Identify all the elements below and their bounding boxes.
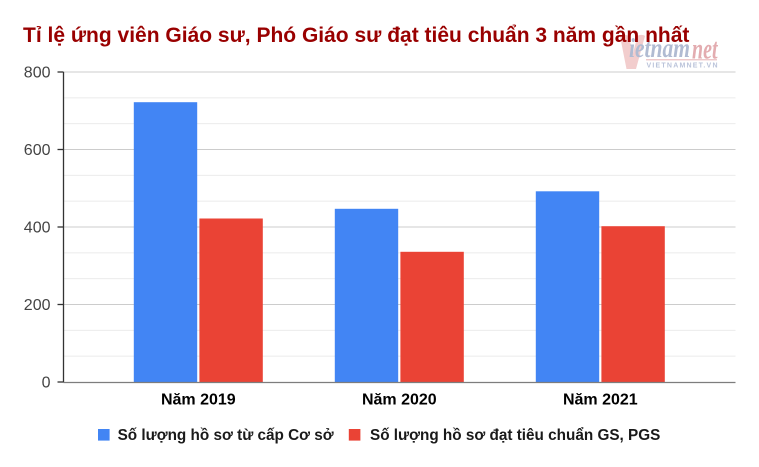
svg-text:800: 800 <box>24 65 51 82</box>
svg-text:400: 400 <box>24 220 51 237</box>
svg-text:Năm 2019: Năm 2019 <box>161 392 236 409</box>
svg-text:200: 200 <box>24 297 51 314</box>
svg-text:600: 600 <box>24 142 51 159</box>
svg-text:Số lượng hồ sơ đạt tiêu chuẩn: Số lượng hồ sơ đạt tiêu chuẩn GS, PGS <box>370 427 660 444</box>
svg-text:0: 0 <box>42 375 51 392</box>
svg-text:Số lượng hồ sơ từ cấp Cơ sở: Số lượng hồ sơ từ cấp Cơ sở <box>118 427 334 444</box>
svg-text:Năm 2020: Năm 2020 <box>362 392 437 409</box>
svg-text:ietnam: ietnam <box>629 33 690 63</box>
svg-text:Năm 2021: Năm 2021 <box>563 392 638 409</box>
svg-text:VIETNAMNET.VN: VIETNAMNET.VN <box>647 63 718 70</box>
